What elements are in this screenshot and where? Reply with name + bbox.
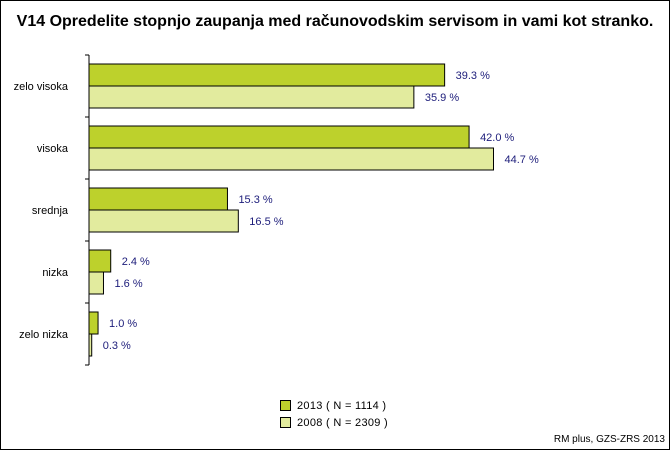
bar-1-3 (88, 271, 104, 295)
category-label-3: nizka (42, 267, 69, 279)
data-label-1-1: 44.7 % (505, 154, 539, 166)
data-label-0-3: 2.4 % (122, 256, 150, 268)
legend-label-2008: 2008 ( N = 2309 ) (297, 416, 389, 429)
data-label-0-1: 42.0 % (480, 132, 514, 144)
data-label-0-2: 15.3 % (238, 194, 272, 206)
legend: 2013 ( N = 1114 ) 2008 ( N = 2309 ) (280, 397, 388, 431)
bar-0-3 (88, 249, 112, 273)
bar-1-0 (88, 85, 415, 109)
legend-item-2008: 2008 ( N = 2309 ) (280, 414, 388, 431)
legend-item-2013: 2013 ( N = 1114 ) (280, 397, 388, 414)
category-label-4: zelo nizka (19, 329, 69, 341)
data-label-0-0: 39.3 % (456, 70, 490, 82)
bar-1-1 (88, 147, 494, 171)
bar-0-1 (88, 125, 470, 149)
legend-swatch-2008 (280, 417, 291, 428)
category-label-1: visoka (37, 143, 69, 155)
bar-0-0 (88, 63, 446, 87)
category-label-0: zelo visoka (14, 81, 69, 93)
category-label-2: srednja (32, 205, 69, 217)
chart-title: V14 Opredelite stopnjo zaupanja med raču… (16, 13, 654, 30)
bar-1-4 (88, 333, 93, 357)
data-label-1-0: 35.9 % (425, 92, 459, 104)
bar-1-2 (88, 209, 239, 233)
data-label-1-3: 1.6 % (114, 278, 142, 290)
legend-swatch-2013 (280, 400, 291, 411)
bar-0-2 (88, 187, 228, 211)
source-note: RM plus, GZS-ZRS 2013 (553, 434, 665, 445)
data-label-1-2: 16.5 % (249, 216, 283, 228)
data-label-1-4: 0.3 % (103, 340, 131, 352)
legend-label-2013: 2013 ( N = 1114 ) (297, 399, 387, 412)
data-label-0-4: 1.0 % (109, 318, 137, 330)
bar-0-4 (88, 311, 99, 335)
